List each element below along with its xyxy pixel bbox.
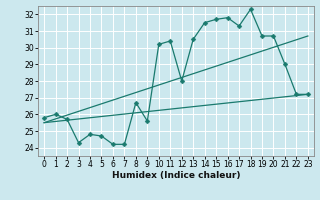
X-axis label: Humidex (Indice chaleur): Humidex (Indice chaleur) [112,171,240,180]
